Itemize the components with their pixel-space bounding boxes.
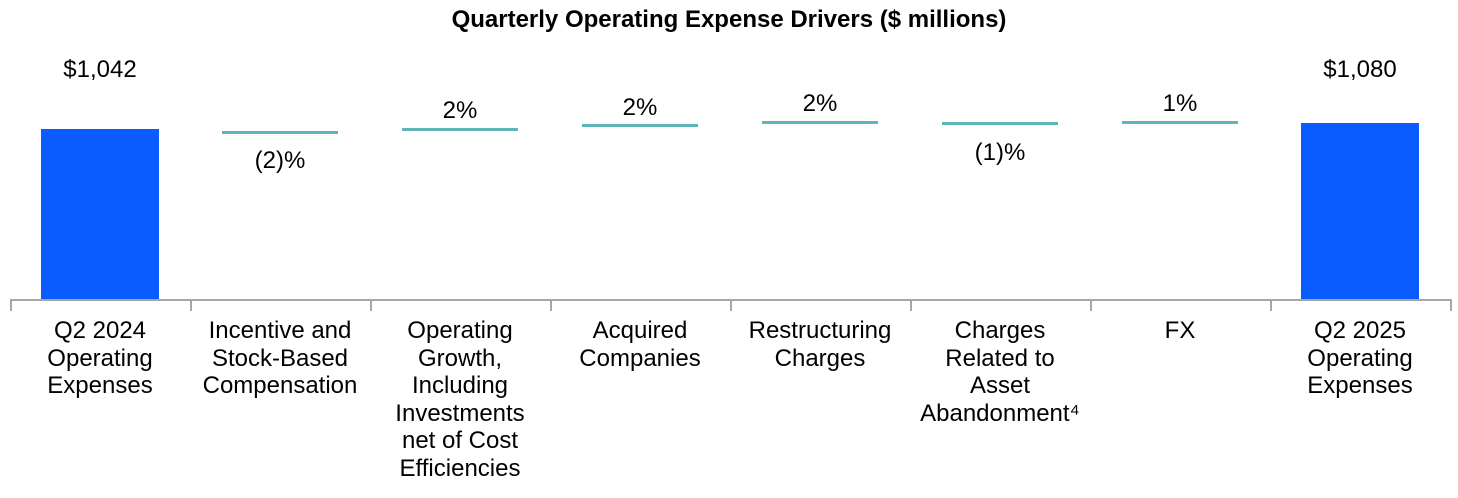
x-axis-tick (1090, 299, 1092, 311)
pct-label: 2% (442, 97, 478, 125)
bar-end (1301, 123, 1419, 299)
x-axis-category-label: Restructuring Charges (748, 317, 892, 372)
bar-value-label: $1,080 (1323, 56, 1397, 83)
x-axis-tick (550, 299, 552, 311)
x-axis-category-label: Q2 2024 Operating Expenses (47, 317, 153, 399)
connector-line (942, 122, 1058, 126)
x-axis-tick (1450, 299, 1452, 311)
x-axis-category-label: Operating Growth, Including Investments … (395, 317, 525, 482)
x-axis-tick (10, 299, 12, 311)
connector-line (402, 127, 518, 131)
pct-label: (2)% (254, 147, 306, 175)
chart-title: Quarterly Operating Expense Drivers ($ m… (451, 6, 1007, 33)
pct-label: 1% (1162, 90, 1198, 118)
bar-value-label: $1,042 (63, 56, 137, 83)
x-axis-tick (370, 299, 372, 311)
x-axis-category-label: FX (1164, 317, 1196, 344)
x-axis-category-label: Acquired Companies (579, 317, 701, 372)
x-axis-tick (910, 299, 912, 311)
connector-line (762, 120, 878, 124)
x-axis-category-label: Charges Related to Asset Abandonment⁴ (920, 317, 1080, 427)
x-axis-tick (1270, 299, 1272, 311)
pct-label: (1)% (974, 138, 1026, 166)
bar-start (41, 129, 159, 299)
pct-label: 2% (622, 93, 658, 121)
x-axis-tick (190, 299, 192, 311)
connector-line (1122, 120, 1238, 124)
connector-line (582, 124, 698, 128)
x-axis-tick (730, 299, 732, 311)
x-axis-category-label: Incentive and Stock-Based Compensation (202, 317, 358, 399)
pct-label: 2% (802, 90, 838, 118)
x-axis-category-label: Q2 2025 Operating Expenses (1307, 317, 1413, 399)
connector-line (222, 130, 338, 134)
